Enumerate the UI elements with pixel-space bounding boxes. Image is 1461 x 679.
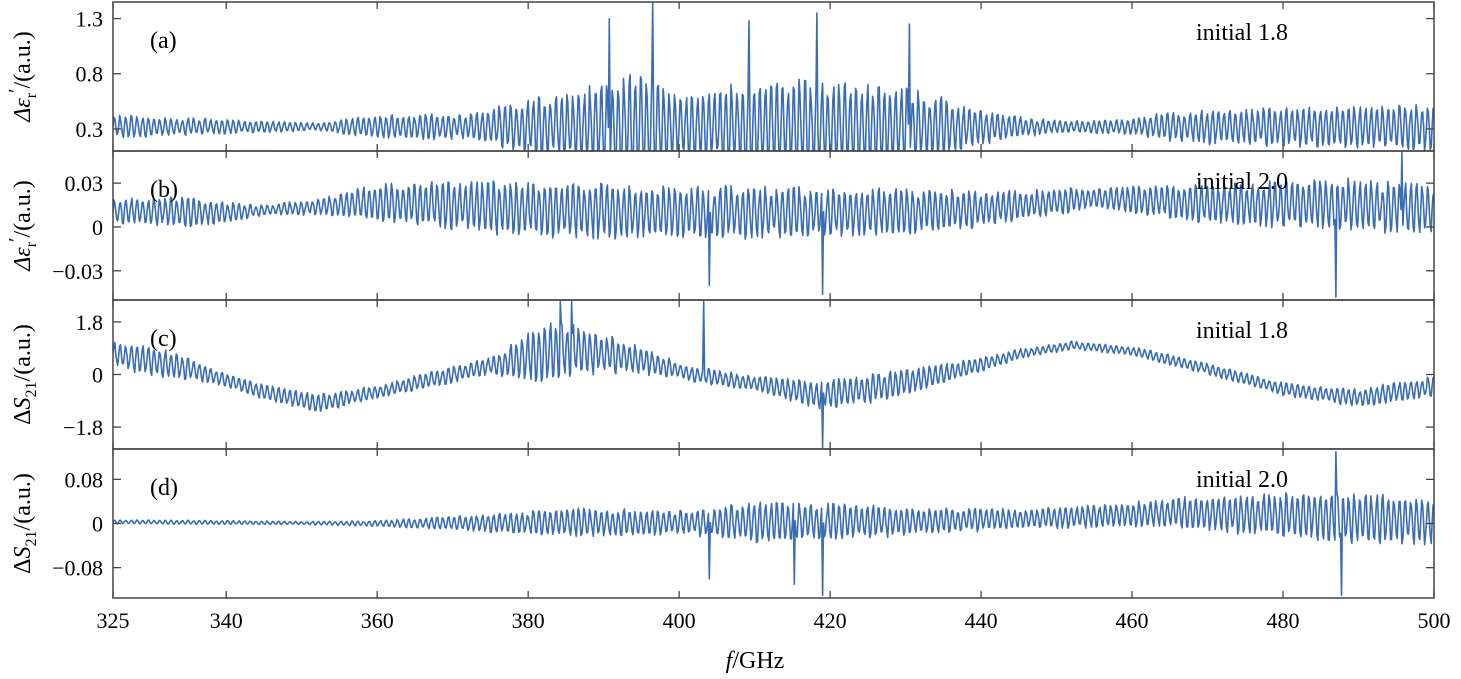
panel-label-d: (d)	[150, 475, 178, 501]
x-tick-label: 360	[361, 608, 394, 633]
series-line-c	[113, 300, 1434, 449]
y-tick-label-b: −0.03	[52, 259, 103, 284]
y-axis-label-b: Δεr′/(a.u.)	[5, 180, 40, 272]
x-tick-label: 420	[814, 608, 847, 633]
panel-c: −1.8 0 1.8 (c) initial 1.8 ΔS21/(a.u.)	[10, 299, 1435, 450]
y-tick-label-d: 0.08	[65, 467, 104, 492]
x-tick-label: 380	[512, 608, 545, 633]
annotation-b: initial 2.0	[1196, 169, 1288, 195]
x-axis: 325 340 360 380 400 420 440 460 480 500	[97, 608, 1451, 633]
y-axis-label-a: Δεr′/(a.u.)	[5, 31, 40, 123]
y-tick-label-b: 0.03	[65, 171, 104, 196]
y-tick-label-c: 1.8	[76, 310, 104, 335]
annotation-d: initial 2.0	[1196, 467, 1288, 493]
panel-d: −0.08 0 0.08 (d) initial 2.0 ΔS21/(a.u.)	[10, 448, 1435, 599]
x-tick-label: 440	[965, 608, 998, 633]
y-tick-label-a: 0.3	[76, 117, 104, 142]
panels: 0.3 0.8 1.3 (a) initial 1.8 Δεr′/(a.u.) −0.03 0…	[5, 1, 1435, 599]
panel-label-b: (b)	[150, 177, 178, 203]
annotation-a: initial 1.8	[1196, 20, 1288, 46]
x-tick-label: 340	[210, 608, 243, 633]
panel-label-a: (a)	[150, 28, 177, 54]
x-tick-label: 480	[1267, 608, 1300, 633]
x-tick-label: 325	[97, 608, 130, 633]
y-tick-label-a: 0.8	[76, 62, 104, 87]
y-axis-label-d: ΔS21/(a.u.)	[10, 473, 40, 574]
y-tick-label-a: 1.3	[76, 7, 104, 32]
y-axis-label-c: ΔS21/(a.u.)	[10, 324, 40, 425]
series-line-a	[113, 2, 1434, 151]
y-tick-label-c: 0	[92, 363, 103, 388]
panel-label-c: (c)	[150, 326, 177, 352]
panel-a: 0.3 0.8 1.3 (a) initial 1.8 Δεr′/(a.u.)	[5, 1, 1435, 152]
x-tick-label: 400	[663, 608, 696, 633]
y-tick-label-d: 0	[92, 512, 103, 537]
y-tick-label-b: 0	[92, 215, 103, 240]
annotation-c: initial 1.8	[1196, 318, 1288, 344]
x-axis-label: f/GHz	[726, 648, 785, 674]
panel-b: −0.03 0 0.03 (b) initial 2.0 Δεr′/(a.u.)	[5, 150, 1435, 301]
series-line-b	[113, 151, 1434, 298]
series-line-d	[113, 450, 1434, 597]
x-tick-label: 500	[1418, 608, 1451, 633]
y-tick-label-d: −0.08	[52, 556, 103, 581]
x-tick-label: 460	[1116, 608, 1149, 633]
y-tick-label-c: −1.8	[63, 415, 103, 440]
